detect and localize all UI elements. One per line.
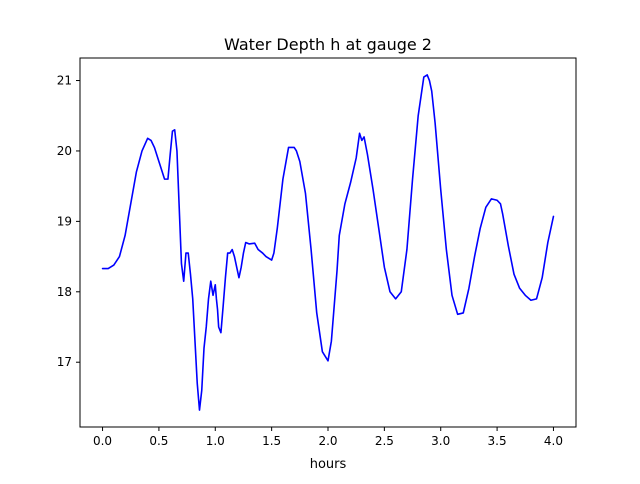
x-axis-label: hours [310,457,347,472]
x-tick-label: 3.5 [488,434,507,448]
x-tick-label: 0.5 [149,434,168,448]
series-line-0 [101,74,555,411]
y-tick-label: 17 [57,355,72,369]
x-tick-label: 3.0 [431,434,450,448]
x-tick-label: 2.0 [318,434,337,448]
x-tick-label: 1.0 [206,434,225,448]
x-tick-label: 0.0 [93,434,112,448]
y-tick-label: 21 [57,74,72,88]
y-tick-label: 18 [57,285,72,299]
chart-title: Water Depth h at gauge 2 [224,35,432,54]
x-tick-label: 4.0 [544,434,563,448]
y-tick-label: 20 [57,144,72,158]
x-tick-label: 2.5 [375,434,394,448]
y-tick-label: 19 [57,214,72,228]
x-tick-label: 1.5 [262,434,281,448]
